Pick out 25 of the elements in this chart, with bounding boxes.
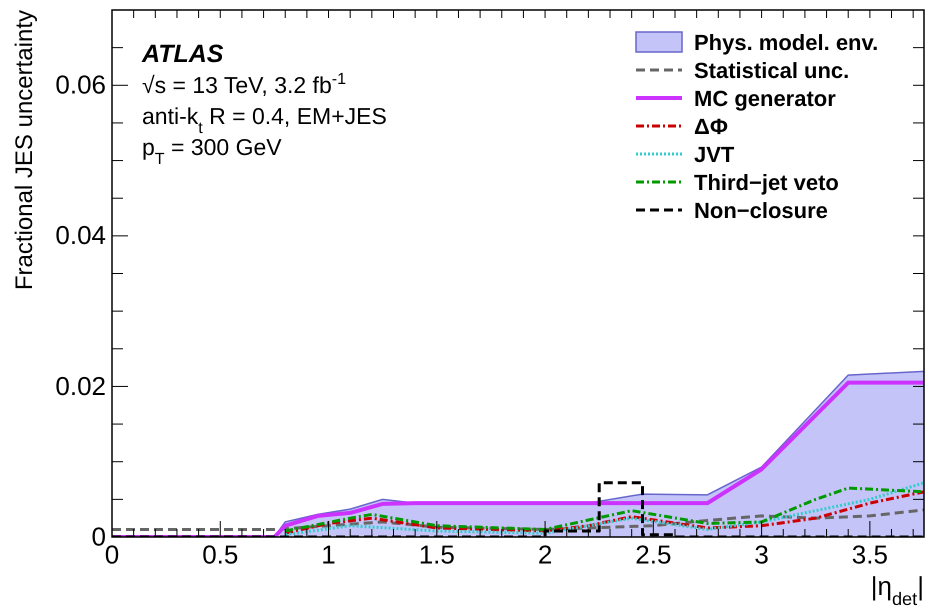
- legend-label: Third−jet veto: [694, 170, 839, 195]
- x-tick-label: 3: [754, 539, 769, 570]
- x-axis-title: |η$_{det}$|: [870, 571, 924, 607]
- annotation: √s = 13 TeV, 3.2 fb$^{-1}$: [142, 70, 346, 98]
- x-tick-label: 2.5: [635, 539, 672, 570]
- x-tick-label: 1: [321, 539, 336, 570]
- annotation: ATLAS: [141, 40, 224, 68]
- y-axis-title: Fractional JES uncertainty: [11, 10, 38, 290]
- y-tick-label: 0.06: [55, 70, 106, 100]
- y-tick-label: 0.02: [55, 370, 106, 401]
- x-tick-label: 1.5: [418, 539, 455, 570]
- x-tick-label: 3.5: [852, 539, 888, 570]
- x-tick-label: 0.5: [202, 539, 238, 570]
- legend-label: MC generator: [694, 86, 836, 111]
- legend-label: JVT: [694, 142, 735, 167]
- x-tick-label: 2: [538, 539, 552, 570]
- annotation: anti-k$_{t}$ R = 0.4, EM+JES: [142, 103, 387, 137]
- annotation: p$_{T}$ = 300 GeV: [142, 134, 282, 168]
- legend-label: Non−closure: [694, 198, 828, 223]
- line-series: [112, 508, 924, 531]
- line-series: [284, 481, 924, 536]
- legend-label: ΔΦ: [694, 114, 728, 139]
- legend-label: Statistical unc.: [694, 58, 850, 83]
- legend-label: Phys. model. env.: [694, 30, 878, 55]
- y-tick-label: 0.04: [55, 220, 106, 250]
